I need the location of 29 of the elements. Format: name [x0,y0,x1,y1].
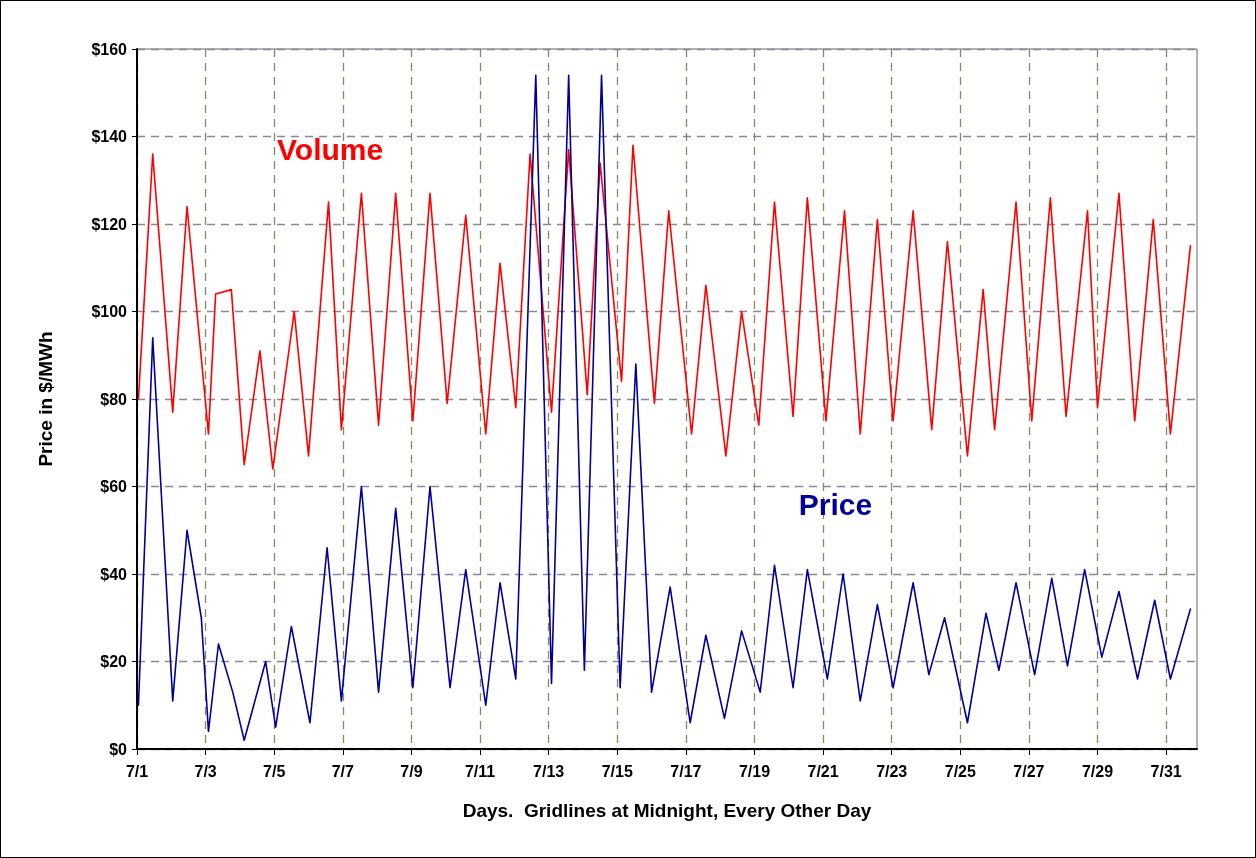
y-tick-label: $40 [100,565,128,583]
x-tick-label: 7/3 [194,762,217,780]
series-label: Volume [277,133,384,167]
y-tick-label: $60 [100,478,128,495]
y-tick-label: $120 [91,215,128,233]
y-tick-label: $80 [100,390,128,408]
x-tick-label: 7/25 [944,762,976,780]
x-tick-label: 7/17 [670,762,702,780]
x-tick-label: 7/27 [1013,762,1045,780]
y-axis-title: Price in $/MWh [35,331,56,467]
y-tick-label: $0 [109,740,128,758]
x-tick-label: 7/13 [533,762,565,780]
x-tick-label: 7/9 [400,762,423,780]
y-tick-label: $20 [100,653,128,670]
series-label: Price [798,487,873,521]
x-tick-label: 7/15 [601,762,633,780]
x-axis-title: Days. Gridlines at Midnight, Every Other Day [462,800,872,821]
x-tick-label: 7/1 [125,762,149,780]
y-tick-label: $100 [91,303,128,320]
x-tick-label: 7/11 [464,762,496,780]
y-tick-label: $160 [91,40,128,58]
x-tick-label: 7/23 [876,762,908,780]
x-tick-label: 7/7 [331,762,355,780]
x-tick-label: 7/21 [807,762,839,780]
x-tick-label: 7/5 [263,762,286,780]
y-tick-label: $140 [91,128,128,145]
x-tick-label: 7/19 [738,762,771,780]
x-tick-label: 7/29 [1081,762,1114,780]
x-tick-label: 7/31 [1150,762,1182,780]
